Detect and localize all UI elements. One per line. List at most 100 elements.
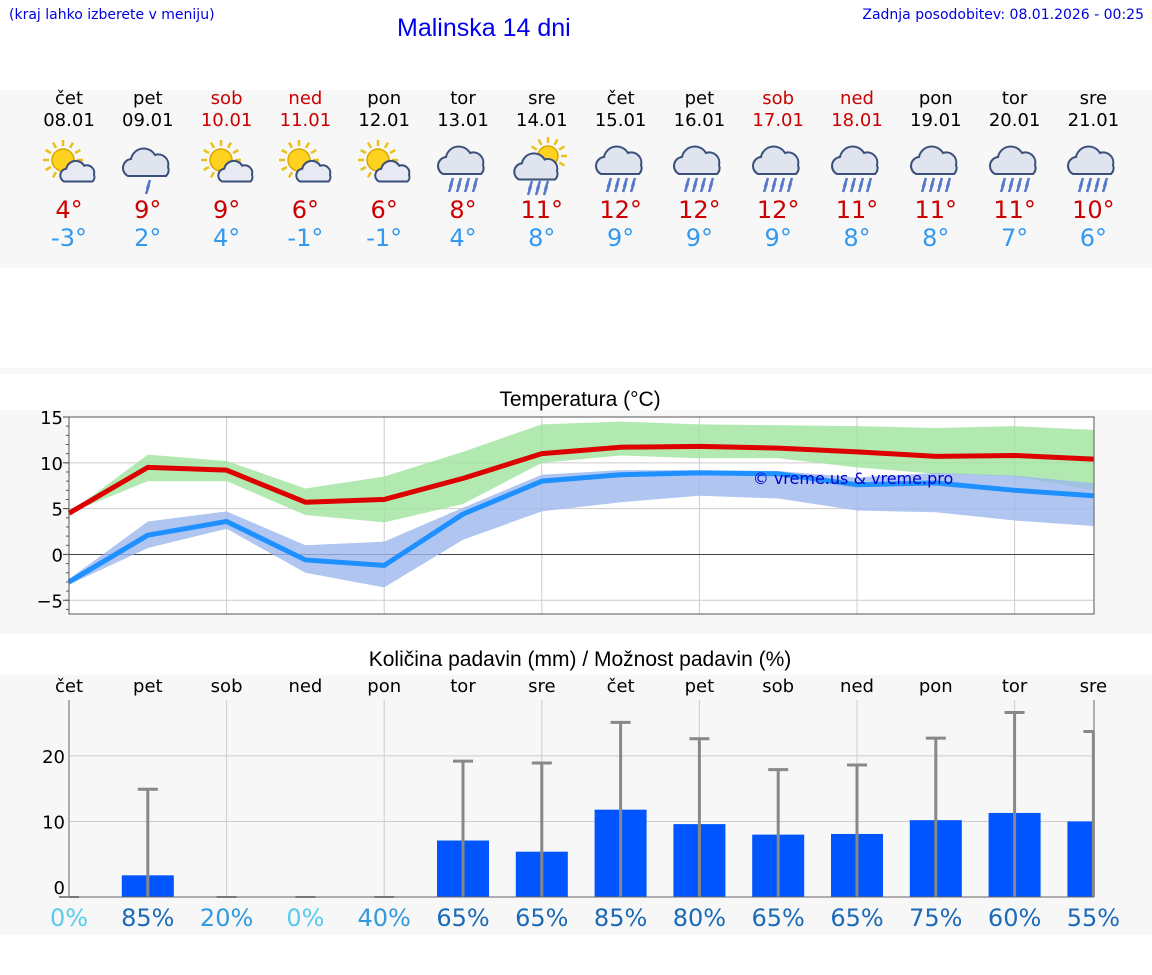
precip-probability: 75% [909, 904, 962, 932]
day-date: 08.01 [43, 110, 95, 131]
precip-day-label: ned [288, 676, 322, 697]
y-tick-label: 15 [40, 408, 63, 429]
watermark-text: © vreme.us & vreme.pro [753, 469, 954, 488]
day-column: sob 17.01 12° 9° [739, 88, 818, 252]
y-tick-label: −5 [36, 591, 63, 612]
heavy-rain-icon [909, 145, 958, 193]
precip-chart-title: Količina padavin (mm) / Možnost padavin … [368, 648, 792, 671]
precip-day-label: pet [685, 676, 715, 697]
y-tick-label: 10 [40, 454, 63, 475]
forecast-background [0, 90, 1152, 268]
max-temp: 11° [835, 196, 879, 224]
precip-day-label: pon [367, 676, 401, 697]
day-date: 18.01 [831, 110, 883, 131]
max-temp: 12° [599, 196, 642, 224]
precip-probability: 65% [830, 904, 883, 932]
location-hint: (kraj lahko izberete v meniju) [9, 7, 215, 23]
precip-probability: 40% [358, 904, 411, 932]
day-date: 13.01 [437, 110, 489, 131]
day-date: 17.01 [752, 110, 804, 131]
day-name: sob [210, 88, 243, 109]
sun-cloud-icon [279, 140, 332, 183]
last-updated: Zadnja posodobitev: 08.01.2026 - 00:25 [862, 7, 1144, 23]
day-date: 12.01 [358, 110, 410, 131]
page-title: Malinska 14 dni [397, 14, 571, 42]
max-temp: 10° [1072, 196, 1115, 224]
day-column: pon 19.01 11° 8° [896, 88, 975, 252]
precip-probability: 65% [752, 904, 805, 932]
day-name: čet [606, 88, 635, 109]
day-column: čet 08.01 4° -3° [30, 88, 109, 252]
heavy-rain-icon [988, 145, 1037, 193]
separator-band [0, 368, 1152, 374]
forecast-strip: čet 08.01 4° -3° pet 09.01 9° 2° sob 10.01 9° 4° ned… [0, 88, 1152, 258]
precip-probability: 65% [515, 904, 568, 932]
precip-probability: 20% [200, 904, 253, 932]
precip-day-label: sob [211, 676, 243, 697]
day-date: 20.01 [988, 110, 1041, 131]
day-date: 10.01 [200, 110, 253, 131]
day-column: sre 21.01 10° 6° [1054, 88, 1133, 252]
day-date: 16.01 [673, 110, 726, 131]
day-name: sre [1079, 88, 1108, 109]
day-column: ned 11.01 6° -1° [266, 88, 345, 252]
precip-probability: 65% [436, 904, 489, 932]
day-name: sre [528, 88, 556, 109]
max-temp: 6° [291, 196, 320, 224]
min-temp: 7° [1000, 224, 1029, 252]
sun-cloud-icon [358, 140, 411, 183]
precip-probability: 0% [50, 904, 88, 932]
max-temp: 6° [370, 196, 398, 224]
day-name: čet [54, 88, 84, 109]
min-temp-range-band [69, 470, 1094, 588]
precip-day-label: sre [528, 676, 555, 697]
min-temp: 8° [528, 224, 556, 252]
day-column: sob 10.01 9° 4° [187, 88, 266, 252]
precip-day-label: sob [762, 676, 794, 697]
min-temp: -1° [287, 224, 324, 252]
day-date: 15.01 [594, 110, 647, 131]
rain-icon [121, 147, 170, 195]
day-date: 19.01 [910, 110, 962, 131]
max-temp: 12° [756, 196, 800, 224]
y-tick-label: 0 [52, 545, 63, 566]
day-date: 09.01 [122, 110, 174, 131]
min-temp: 4° [212, 224, 241, 252]
precip-day-label: ned [840, 676, 874, 697]
heavy-rain-icon [1067, 145, 1115, 193]
day-date: 21.01 [1067, 110, 1120, 131]
day-name: ned [840, 88, 874, 109]
precip-probability: 55% [1067, 904, 1120, 932]
max-temp-line [67, 443, 1094, 516]
max-temp: 8° [449, 196, 477, 224]
y-tick-label: 0 [54, 878, 65, 899]
min-temp: 6° [1079, 224, 1108, 252]
plot-frame [68, 416, 1095, 615]
min-temp: -1° [366, 224, 403, 252]
heavy-rain-icon [831, 145, 879, 193]
day-column: čet 15.01 12° 9° [581, 88, 660, 252]
day-name: ned [288, 88, 323, 109]
min-temp: 2° [134, 224, 162, 252]
sun-rain-icon [513, 137, 567, 196]
precip-probability: 80% [673, 904, 726, 932]
heavy-rain-icon [594, 145, 643, 193]
precip-day-label: tor [450, 676, 476, 697]
y-tick-label: 10 [42, 812, 65, 833]
day-column: sre 14.01 11° 8° [502, 88, 581, 252]
precip-day-label: pet [133, 676, 163, 697]
day-name: tor [450, 88, 476, 109]
day-name: sob [762, 88, 795, 109]
min-temp: -3° [51, 224, 87, 252]
max-temp: 11° [993, 196, 1036, 224]
y-tick-label: 20 [42, 747, 65, 768]
day-column: ned 18.01 11° 8° [818, 88, 897, 252]
sun-cloud-icon [200, 140, 254, 183]
max-temp: 9° [212, 196, 241, 224]
precip-day-label: pon [919, 676, 953, 697]
min-temp: 4° [449, 224, 477, 252]
precip-day-label: sre [1080, 676, 1107, 697]
day-name: pet [684, 88, 715, 109]
precipitation-chart: čet pet sob ned pon tor sre čet pet sob ned pon tor s… [42, 676, 1120, 932]
min-temp: 9° [764, 224, 792, 252]
